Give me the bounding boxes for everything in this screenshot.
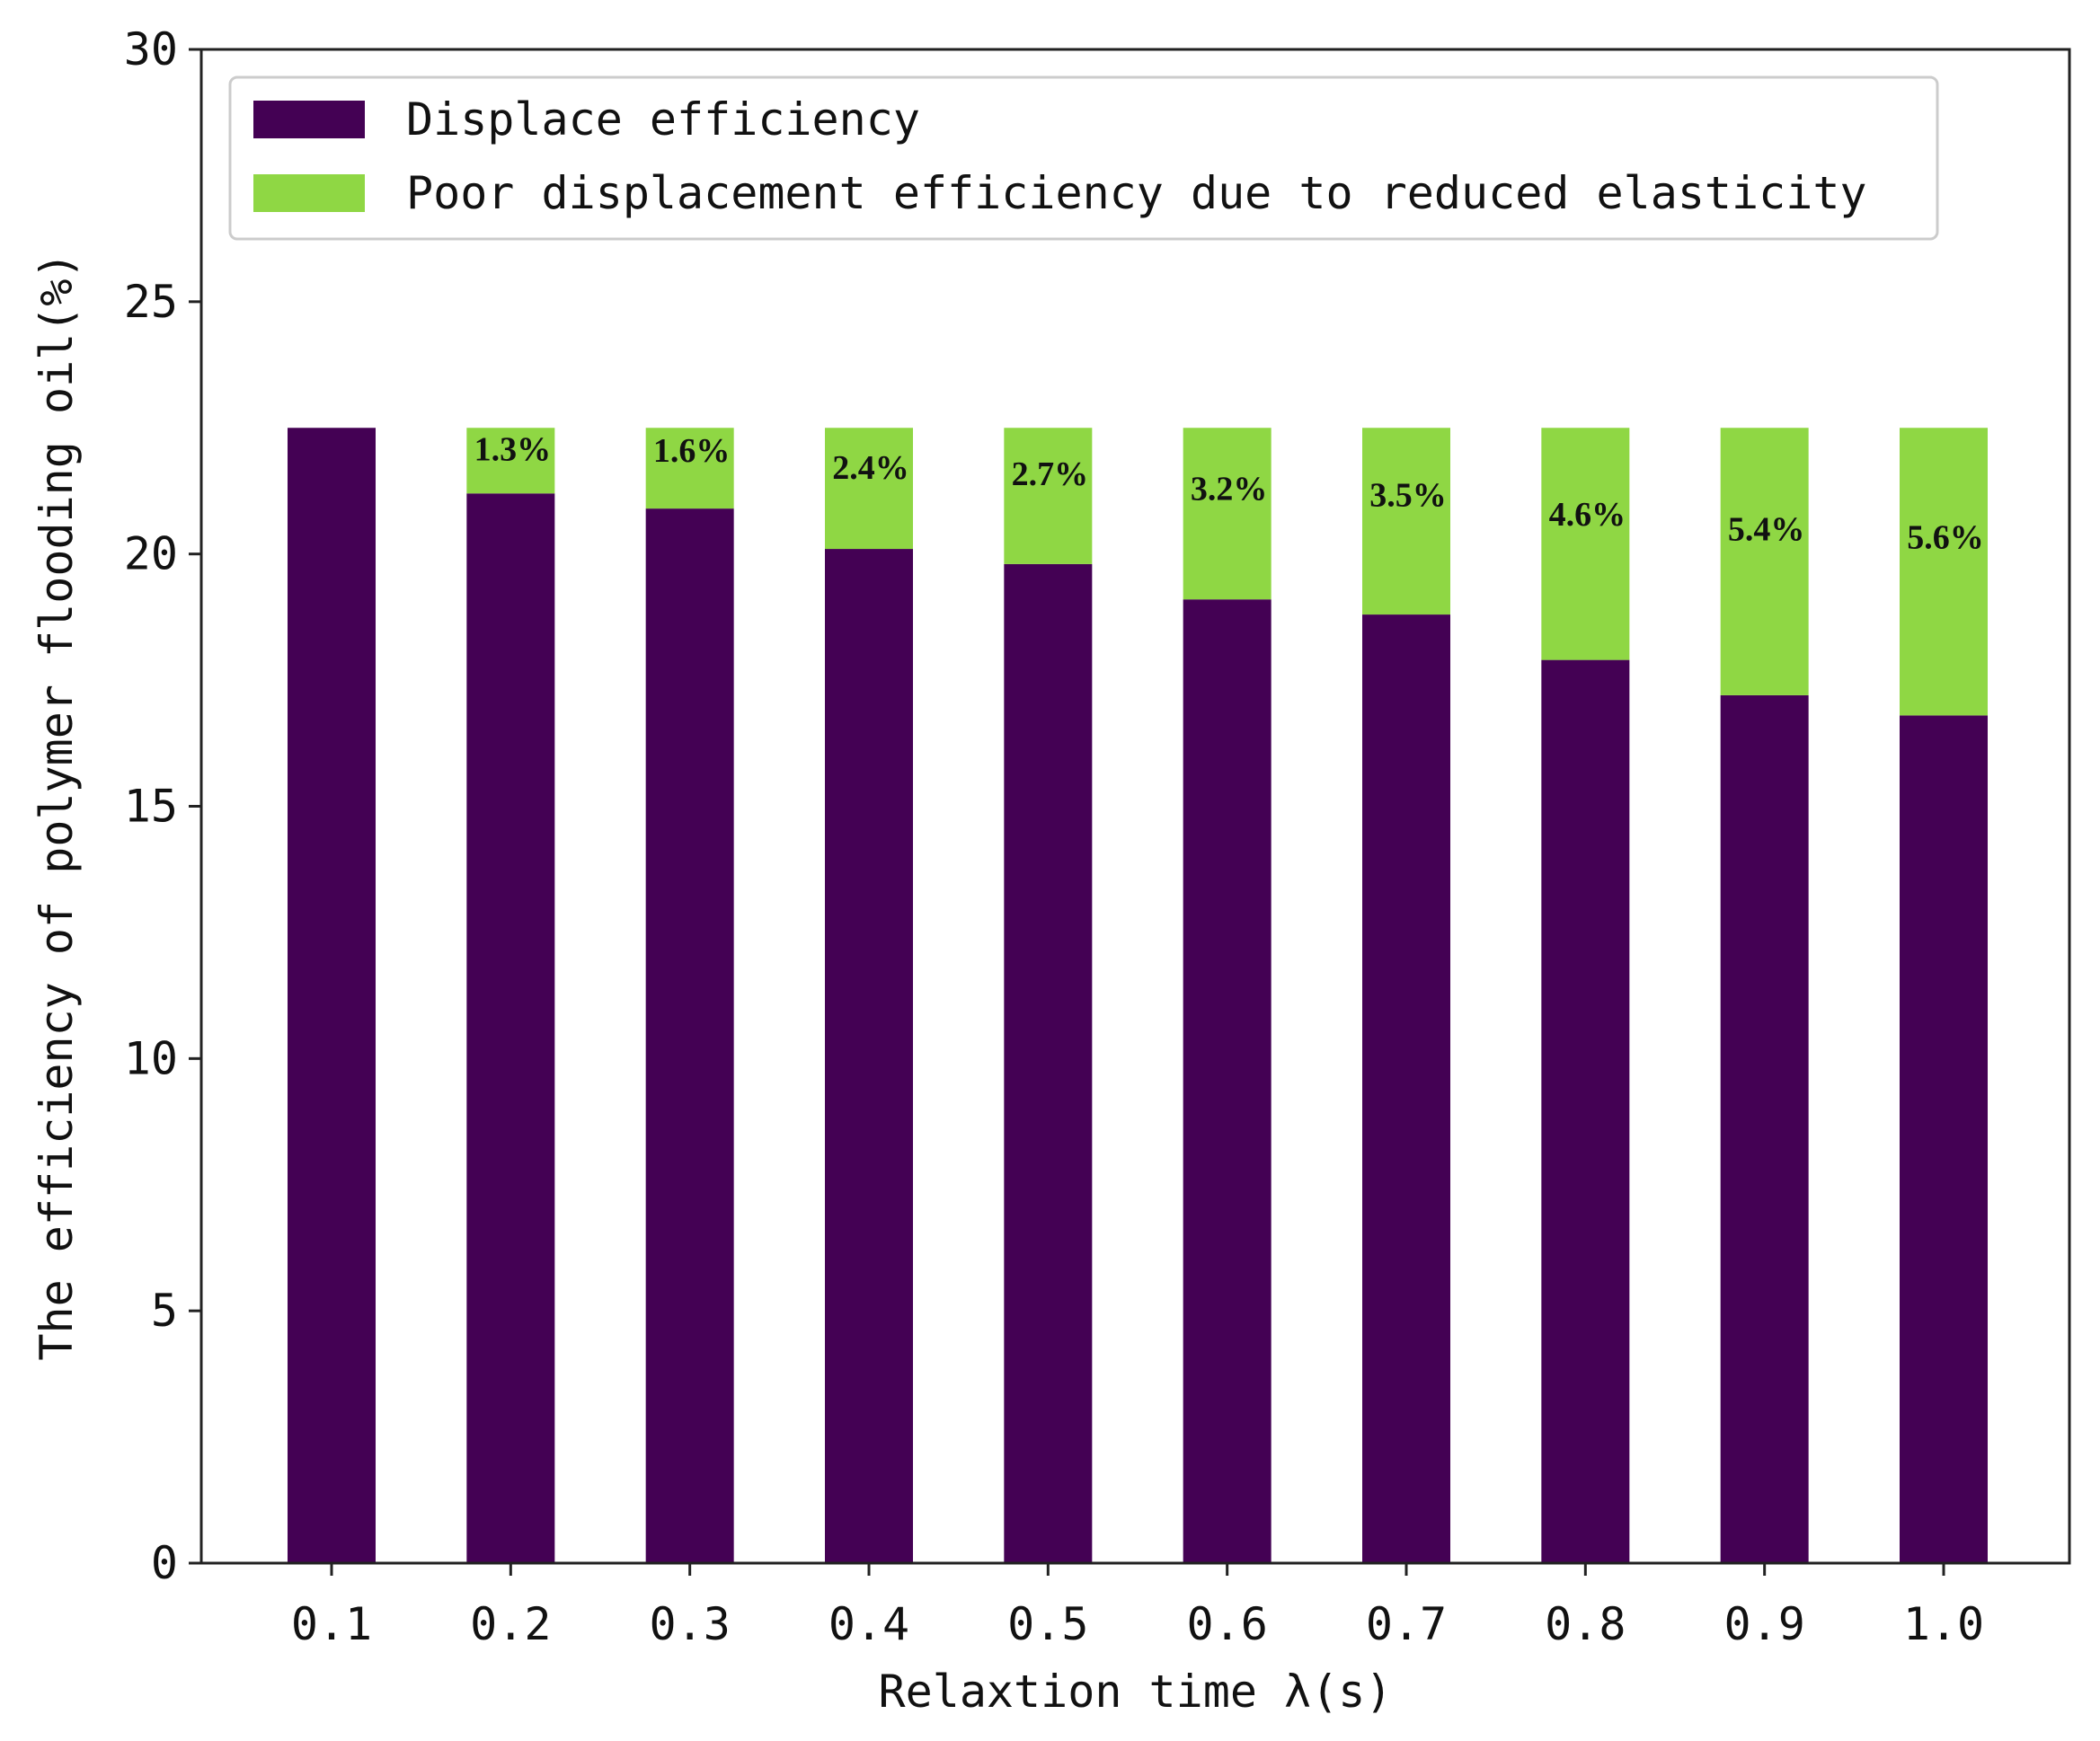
legend: Displace efficiency Poor displacement ef…	[228, 75, 1939, 241]
bar-poor-0.7	[1362, 428, 1450, 615]
x-tick-label-0.9: 0.9	[1724, 1598, 1805, 1650]
bar-poor-0.8	[1541, 428, 1630, 660]
bar-displace-0.5	[1004, 563, 1093, 1563]
bar-poor-0.4	[825, 428, 913, 550]
bar-poor-0.9	[1720, 428, 1809, 695]
data-label-0.7: 3.5%	[1369, 477, 1447, 515]
y-tick-label-5: 5	[151, 1285, 178, 1337]
x-tick-label-0.4: 0.4	[828, 1598, 909, 1650]
bars-group	[288, 428, 1988, 1564]
x-tick-label-0.7: 0.7	[1366, 1598, 1447, 1650]
bar-displace-0.9	[1720, 694, 1809, 1563]
bar-displace-0.2	[466, 493, 555, 1564]
y-tick-label-15: 15	[124, 781, 178, 833]
data-label-0.5: 2.7%	[1012, 455, 1089, 493]
legend-label-poor: Poor displacement efficiency due to redu…	[406, 167, 1867, 219]
bar-displace-0.3	[645, 508, 734, 1563]
y-axis: 0 5 10 15 20 25 30	[124, 23, 201, 1589]
bar-displace-1.0	[1900, 715, 1988, 1563]
y-tick-label-10: 10	[124, 1032, 178, 1084]
x-tick-label-0.5: 0.5	[1007, 1598, 1088, 1650]
data-labels-group: 1.3% 1.6% 2.4% 2.7% 3.2% 3.5% 4.6% 5.4% 5.6%	[474, 430, 1984, 556]
legend-swatch-displace	[253, 101, 365, 138]
x-tick-label-0.6: 0.6	[1187, 1598, 1268, 1650]
x-tick-label-1.0: 1.0	[1903, 1598, 1984, 1650]
data-label-0.3: 1.6%	[653, 432, 731, 470]
bar-displace-0.6	[1183, 599, 1272, 1563]
bar-displace-0.8	[1541, 659, 1630, 1563]
bar-displace-0.7	[1362, 614, 1450, 1563]
bar-poor-0.6	[1183, 428, 1272, 600]
bar-poor-0.3	[645, 428, 734, 509]
data-label-0.4: 2.4%	[832, 449, 909, 487]
y-tick-label-20: 20	[124, 528, 178, 580]
data-label-0.6: 3.2%	[1191, 470, 1268, 508]
bar-displace-0.1	[288, 428, 376, 1563]
data-label-0.8: 4.6%	[1549, 496, 1626, 534]
x-tick-label-0.8: 0.8	[1545, 1598, 1626, 1650]
x-axis: 0.1 0.2 0.3 0.4 0.5 0.6 0.7 0.8 0.9 1.0	[291, 1563, 1984, 1650]
data-label-0.9: 5.4%	[1728, 510, 1805, 548]
data-label-0.2: 1.3%	[474, 430, 552, 468]
bar-poor-1.0	[1900, 428, 1988, 716]
bar-displace-0.4	[825, 549, 913, 1563]
legend-box	[228, 75, 1939, 241]
x-tick-label-0.2: 0.2	[470, 1598, 551, 1650]
x-axis-title: Relaxtion time λ(s)	[879, 1666, 1393, 1718]
x-tick-label-0.1: 0.1	[291, 1598, 372, 1650]
x-tick-label-0.3: 0.3	[650, 1598, 731, 1650]
y-tick-label-30: 30	[124, 23, 178, 75]
y-axis-title: The efficiency of polymer flooding oil(%…	[31, 252, 83, 1360]
data-label-1.0: 5.6%	[1907, 519, 1984, 557]
bar-poor-0.5	[1004, 428, 1093, 564]
legend-label-displace: Displace efficiency	[406, 93, 920, 146]
bar-poor-0.2	[466, 428, 555, 494]
y-tick-label-25: 25	[124, 276, 178, 328]
legend-swatch-poor	[253, 174, 365, 212]
y-tick-label-0: 0	[151, 1537, 178, 1589]
